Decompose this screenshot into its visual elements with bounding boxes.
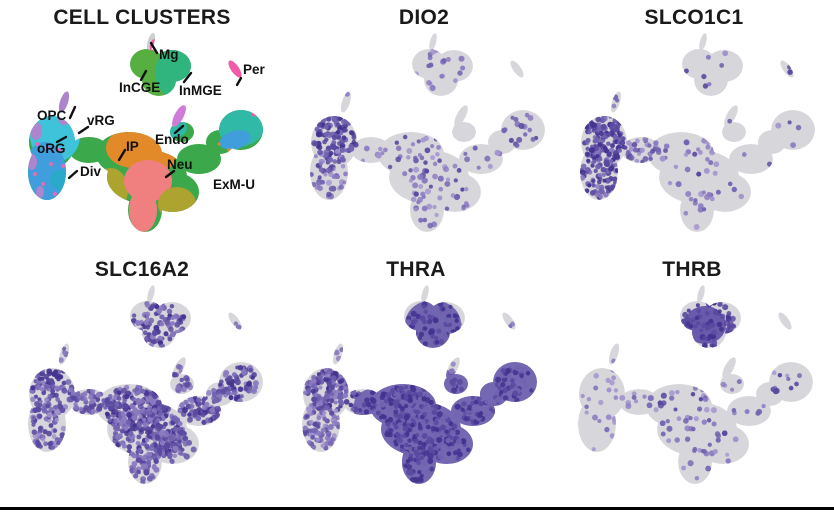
bottom-rule [0,507,834,510]
cluster-label-exm-u: ExM-U [213,177,255,192]
umap-plot-thra [302,285,537,484]
cluster-label-mg: Mg [159,47,179,62]
cluster-label-per: Per [243,62,266,77]
umap-plot-slco1c1 [580,33,815,232]
panel-title-cell-clusters: CELL CLUSTERS [53,6,231,29]
panel-title-dio2: DIO2 [398,6,450,29]
cluster-label-vrg: vRG [87,113,115,128]
panel-title-slco1c1: SLCO1C1 [644,6,744,29]
cluster-label-inmge: InMGE [179,83,222,98]
panel-title-slc16a2: SLC16A2 [94,258,190,281]
cluster-label-endo: Endo [155,132,189,147]
panel-thrb: THRB [556,256,828,496]
cluster-label-neu: Neu [167,157,193,172]
panel-cell-clusters: CELL CLUSTERS Mg InCGE InMGE Per OPC vRG oRG IP… [6,4,278,244]
panel-slco1c1: SLCO1C1 [558,4,830,244]
umap-plot-cell-clusters: Mg InCGE InMGE Per OPC vRG oRG IP Div Endo Neu ExM-… [28,32,266,232]
panel-title-thrb: THRB [662,258,722,281]
umap-plot-dio2 [310,33,545,232]
cluster-label-div: Div [80,164,102,179]
panel-title-thra: THRA [386,258,446,281]
cluster-label-org: oRG [37,141,66,156]
cluster-label-ip: IP [126,139,139,154]
cluster-label-opc: OPC [37,108,67,123]
panel-dio2: DIO2 [288,4,560,244]
panel-slc16a2: SLC16A2 [6,256,278,496]
umap-plot-thrb [578,285,813,484]
umap-plot-slc16a2 [28,285,263,484]
cluster-label-incge: InCGE [119,80,160,95]
panel-thra: THRA [280,256,552,496]
